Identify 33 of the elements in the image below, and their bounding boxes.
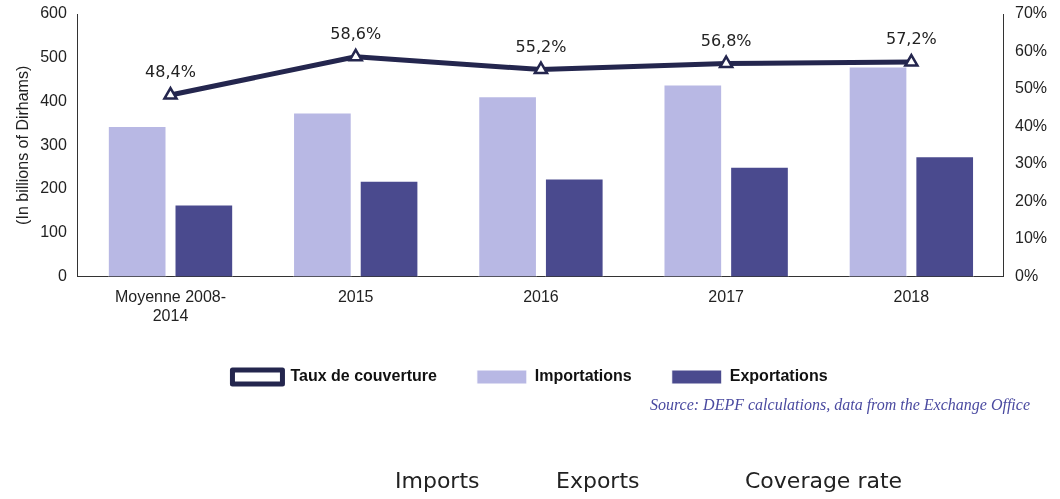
legend-label: Taux de couverture (290, 367, 437, 385)
data-label: 57,2% (885, 29, 937, 49)
x-tick-label: Moyenne 2008-2014 (114, 287, 227, 324)
x-tick-label: 2015 (337, 287, 374, 305)
y-tick-label: 600 (40, 4, 67, 22)
text: Imports (395, 468, 480, 493)
y-tick-label: 0 (57, 267, 67, 285)
data-label: 56,8% (700, 30, 752, 50)
source-note: Source: DEPF calculations, data from the Exchange Office (649, 396, 1030, 414)
y2-tick-label: 10% (1014, 229, 1048, 247)
x-tick-label: 2018 (893, 287, 930, 305)
y-tick-label: 500 (40, 48, 67, 66)
y-axis-title: (In billions of Dirhams) (14, 65, 32, 225)
y-tick-label: 200 (40, 179, 67, 197)
y2-tick-label: 0% (1014, 267, 1039, 285)
legend-label: Exportations (729, 367, 828, 385)
legend-label: Importations (534, 367, 632, 385)
y2-tick-label: 50% (1014, 79, 1048, 97)
y2-tick-label: 20% (1014, 191, 1048, 209)
y2-tick-label: 60% (1014, 41, 1048, 59)
y2-tick-label: 30% (1014, 154, 1048, 172)
y2-tick-label: 70% (1014, 4, 1048, 22)
y2-tick-label: 40% (1014, 116, 1048, 134)
data-label: 55,2% (515, 36, 567, 56)
x-tick-label: 2017 (708, 287, 745, 305)
y-tick-label: 400 (40, 91, 67, 109)
data-label: 48,4% (145, 62, 196, 82)
text: Coverage rate (745, 468, 903, 493)
y-tick-label: 100 (40, 223, 67, 241)
data-label: 58,6% (330, 23, 382, 43)
text: Exports (556, 468, 640, 493)
x-tick-label: 2016 (523, 287, 559, 305)
y-tick-label: 300 (40, 135, 67, 153)
